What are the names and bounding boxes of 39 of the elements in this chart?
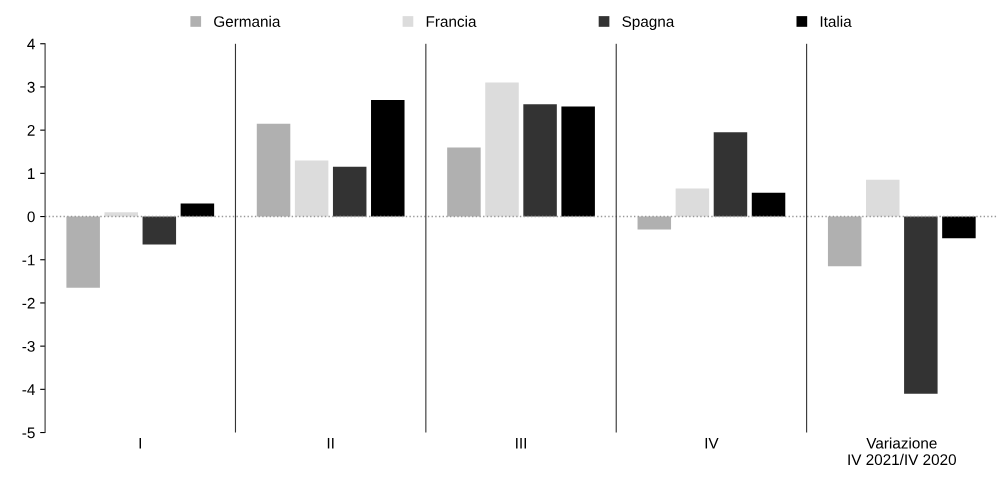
y-tick-label: 0 — [27, 211, 35, 223]
bar — [180, 203, 215, 217]
bar — [66, 216, 100, 288]
legend-label: Francia — [426, 15, 477, 27]
y-tick-label: 4 — [27, 38, 35, 50]
y-tick-label: -4 — [22, 384, 35, 395]
bar — [942, 216, 976, 239]
bar — [142, 216, 177, 245]
bar — [485, 82, 519, 217]
bar — [866, 179, 900, 217]
y-tick-label: 2 — [27, 125, 35, 136]
x-tick-label: Variazione IV 2021/IV 2020 — [848, 437, 956, 466]
bar — [675, 188, 710, 217]
legend-label: Germania — [214, 15, 281, 27]
bar — [447, 147, 481, 217]
bar — [713, 132, 748, 217]
legend-label: Spagna — [622, 16, 675, 30]
bar — [256, 123, 291, 217]
bar — [371, 99, 405, 217]
bar — [104, 212, 138, 217]
x-tick-label: III — [516, 437, 526, 449]
x-tick-label: II — [327, 437, 334, 449]
x-tick-label: I — [139, 437, 141, 449]
bar — [827, 216, 862, 267]
bar — [294, 160, 329, 217]
bar — [904, 216, 938, 394]
bar — [637, 216, 672, 230]
y-tick-label: -2 — [22, 297, 35, 309]
bar — [751, 192, 786, 217]
y-tick-label: -5 — [22, 427, 35, 439]
legend-label: Italia — [820, 15, 852, 27]
y-tick-label: -3 — [22, 341, 35, 352]
y-tick-label: -1 — [22, 254, 35, 266]
y-tick-label: 3 — [27, 81, 35, 93]
y-tick-label: 1 — [28, 168, 35, 179]
x-tick-label: IV — [705, 437, 719, 449]
bar — [523, 104, 557, 217]
bar — [332, 166, 367, 217]
bar — [561, 106, 595, 217]
